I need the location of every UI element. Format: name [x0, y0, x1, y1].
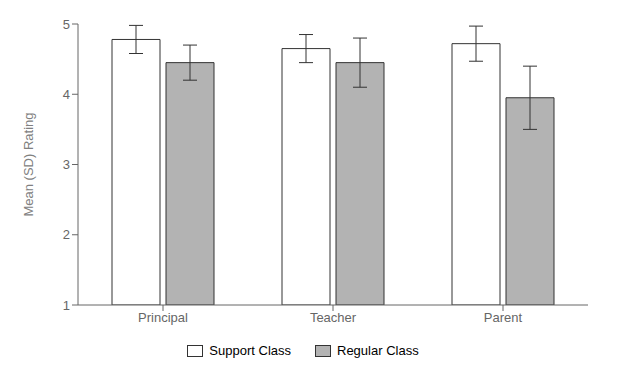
html-text:Support Class: Support Class: [209, 343, 291, 358]
svg-text:Parent: Parent: [484, 310, 523, 325]
svg-text:1: 1: [63, 298, 70, 313]
svg-text:2: 2: [63, 227, 70, 242]
svg-text:4: 4: [63, 87, 70, 102]
html-text:Regular Class: Regular Class: [337, 343, 419, 358]
svg-text:3: 3: [63, 157, 70, 172]
svg-text:Teacher: Teacher: [310, 310, 357, 325]
svg-text:Mean (SD) Rating: Mean (SD) Rating: [21, 112, 36, 216]
svg-text:5: 5: [63, 17, 70, 32]
svg-text:Principal: Principal: [138, 310, 188, 325]
